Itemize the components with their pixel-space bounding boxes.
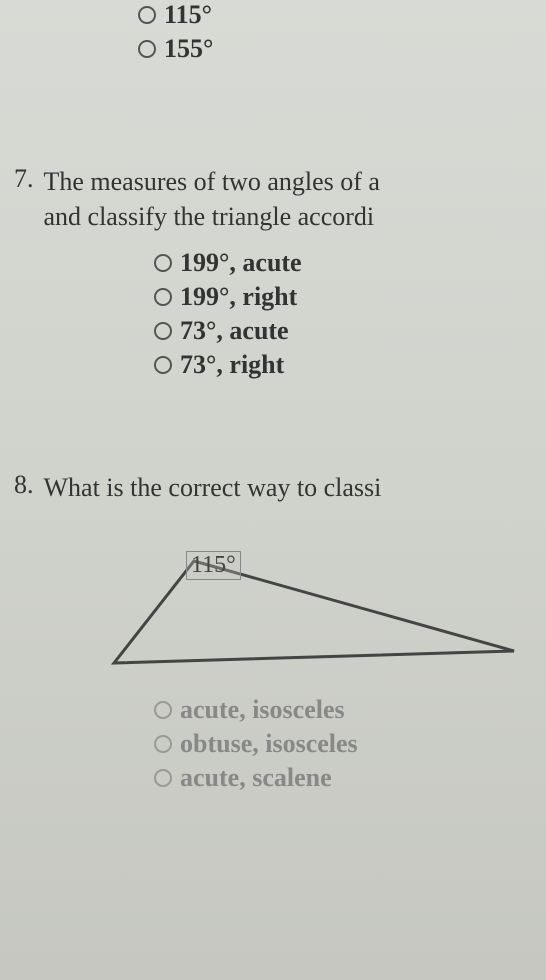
- option-row[interactable]: acute, isosceles: [154, 695, 546, 725]
- question-7: 7. The measures of two angles of a and c…: [0, 164, 546, 380]
- option-row[interactable]: 199°, right: [154, 282, 546, 312]
- option-label: 73°, right: [180, 350, 284, 380]
- question-number: 8.: [14, 470, 34, 500]
- option-label: 115°: [164, 0, 212, 30]
- question-line: What is the correct way to classi: [44, 470, 382, 505]
- option-row[interactable]: 73°, acute: [154, 316, 546, 346]
- radio-icon[interactable]: [138, 6, 156, 24]
- question-8-options: acute, isosceles obtuse, isosceles acute…: [154, 695, 546, 793]
- option-row[interactable]: 155°: [138, 34, 546, 64]
- question-body: What is the correct way to classi: [44, 470, 382, 505]
- option-label: obtuse, isosceles: [180, 729, 358, 759]
- option-label: acute, scalene: [180, 763, 332, 793]
- radio-icon[interactable]: [154, 322, 172, 340]
- option-label: 73°, acute: [180, 316, 289, 346]
- triangle-svg: [94, 543, 519, 683]
- prev-question-options: 115° 155°: [138, 0, 546, 64]
- question-number: 7.: [14, 164, 34, 194]
- option-label: 199°, acute: [180, 248, 302, 278]
- triangle-figure: 115°: [94, 543, 519, 683]
- angle-label: 115°: [186, 551, 241, 580]
- worksheet-page: 115° 155° 7. The measures of two angles …: [0, 0, 546, 793]
- radio-icon[interactable]: [154, 769, 172, 787]
- option-row[interactable]: 199°, acute: [154, 248, 546, 278]
- option-row[interactable]: 115°: [138, 0, 546, 30]
- triangle-shape: [114, 561, 514, 663]
- radio-icon[interactable]: [154, 254, 172, 272]
- radio-icon[interactable]: [154, 735, 172, 753]
- radio-icon[interactable]: [154, 356, 172, 374]
- question-7-options: 199°, acute 199°, right 73°, acute 73°, …: [154, 248, 546, 380]
- question-line: and classify the triangle accordi: [44, 199, 380, 234]
- option-row[interactable]: obtuse, isosceles: [154, 729, 546, 759]
- radio-icon[interactable]: [154, 288, 172, 306]
- option-label: 199°, right: [180, 282, 297, 312]
- option-row[interactable]: 73°, right: [154, 350, 546, 380]
- option-label: acute, isosceles: [180, 695, 345, 725]
- question-text-row: 7. The measures of two angles of a and c…: [14, 164, 546, 234]
- question-8: 8. What is the correct way to classi 115…: [0, 470, 546, 793]
- option-label: 155°: [164, 34, 213, 64]
- question-text-row: 8. What is the correct way to classi: [14, 470, 546, 505]
- radio-icon[interactable]: [154, 701, 172, 719]
- option-row[interactable]: acute, scalene: [154, 763, 546, 793]
- question-body: The measures of two angles of a and clas…: [44, 164, 380, 234]
- radio-icon[interactable]: [138, 40, 156, 58]
- question-line: The measures of two angles of a: [44, 164, 380, 199]
